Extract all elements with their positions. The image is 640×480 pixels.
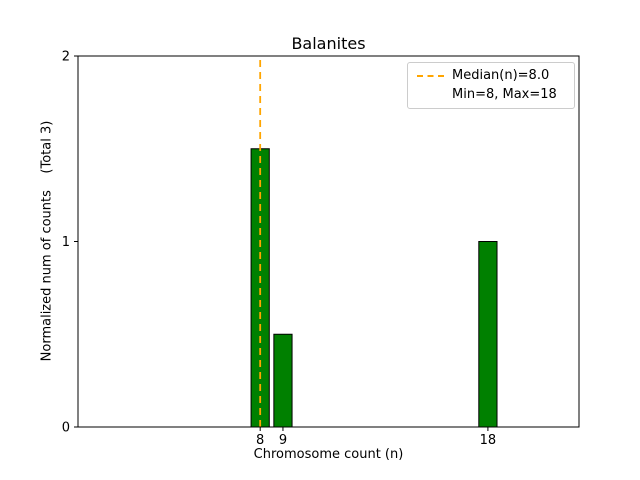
axes-border: [77, 55, 580, 428]
legend-entry-median: Median(n)=8.0: [452, 68, 550, 83]
bar-18: [478, 241, 498, 428]
legend-row-median: Median(n)=8.0: [417, 68, 565, 83]
x-tick-label: 8: [256, 433, 264, 448]
x-tick-label: 18: [480, 433, 497, 448]
legend-swatch-spacer: [417, 94, 444, 96]
x-tick-label: 9: [279, 433, 287, 448]
y-tick-label: 2: [62, 50, 70, 65]
x-axis-label: Chromosome count (n): [253, 447, 404, 462]
y-tick-label: 1: [62, 235, 70, 250]
legend-row-minmax: Min=8, Max=18: [417, 87, 565, 102]
median-line-swatch: [417, 74, 444, 77]
chart-title: Balanites: [291, 34, 366, 53]
bar-9: [273, 333, 293, 428]
y-axis-label: Normalized num of counts (Total 3): [39, 120, 55, 362]
y-tick-label: 0: [62, 421, 70, 436]
legend: Median(n)=8.0 Min=8, Max=18: [407, 62, 575, 109]
legend-entry-minmax: Min=8, Max=18: [452, 87, 557, 102]
